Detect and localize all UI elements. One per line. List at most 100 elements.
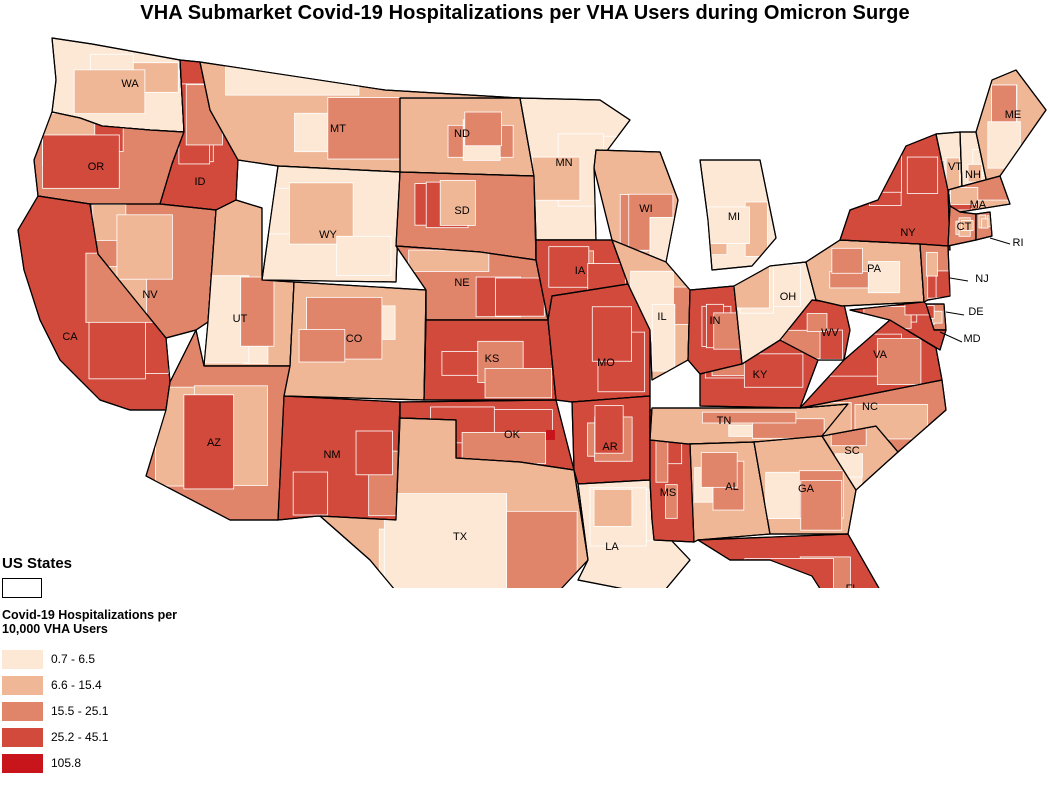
submarket-patch bbox=[981, 218, 989, 229]
state-label: PA bbox=[867, 263, 882, 275]
state-outline bbox=[699, 159, 777, 271]
state-label: AL bbox=[725, 481, 738, 493]
legend-swatch bbox=[2, 649, 43, 669]
submarket-patch bbox=[594, 405, 624, 454]
legend-range-label: 15.5 - 25.1 bbox=[51, 704, 109, 718]
state-label: TX bbox=[453, 531, 468, 543]
submarket-patch bbox=[73, 69, 146, 115]
legend-class-row: 25.2 - 45.1 bbox=[2, 724, 202, 750]
state-label: KY bbox=[753, 369, 768, 381]
state-label: AZ bbox=[207, 437, 221, 449]
state-outline bbox=[753, 435, 857, 535]
submarket-patch bbox=[906, 156, 939, 194]
state-polygons bbox=[17, 37, 1047, 588]
legend-states-heading: US States bbox=[2, 555, 73, 572]
state-label: OK bbox=[504, 429, 521, 441]
submarket-patch bbox=[744, 558, 834, 588]
submarket-patch bbox=[355, 430, 393, 476]
state-label: NJ bbox=[975, 273, 988, 285]
legend-class-row: 105.8 bbox=[2, 750, 202, 776]
submarket-patch bbox=[665, 484, 678, 519]
state-label: MN bbox=[555, 157, 572, 169]
submarket-patch bbox=[288, 182, 354, 245]
state-labels: WA OR CA ID NV MT WY UT AZ CO NM ND SD NE KS OK TX MN IA MO… bbox=[62, 78, 1023, 588]
state-label: KS bbox=[485, 353, 500, 365]
legend-state-outline-swatch bbox=[2, 578, 42, 598]
state-label: MA bbox=[970, 199, 987, 211]
state-label: MS bbox=[660, 487, 677, 499]
submarket-patch bbox=[383, 493, 508, 588]
map-title: VHA Submarket Covid-19 Hospitalizations … bbox=[140, 2, 910, 24]
submarket-patch bbox=[831, 247, 863, 274]
state-label: LA bbox=[605, 541, 619, 553]
state-label: OR bbox=[88, 161, 105, 173]
legend-range-label: 0.7 - 6.5 bbox=[51, 652, 96, 666]
submarket-patch bbox=[464, 111, 503, 147]
submarket-patch bbox=[408, 249, 490, 272]
legend-class-row: 0.7 - 6.5 bbox=[2, 646, 202, 672]
submarket-patch bbox=[225, 64, 360, 96]
submarket-patch bbox=[743, 353, 804, 388]
state-label: NE bbox=[454, 277, 469, 289]
submarket-patch bbox=[495, 277, 545, 317]
submarket-patch bbox=[700, 452, 738, 488]
submarket-patch bbox=[867, 261, 901, 294]
submarket-patch bbox=[336, 235, 392, 276]
state-label: WV bbox=[821, 327, 839, 339]
state-label: WI bbox=[639, 203, 652, 215]
state-label: NM bbox=[323, 449, 340, 461]
state-label: IL bbox=[657, 311, 666, 323]
state-label: WY bbox=[319, 229, 337, 241]
submarket-patch bbox=[240, 276, 275, 347]
state-label: UT bbox=[233, 313, 248, 325]
submarket-patch bbox=[461, 432, 547, 465]
state-outline bbox=[689, 441, 771, 543]
legend-swatch bbox=[2, 675, 43, 695]
state-label: CT bbox=[957, 221, 972, 233]
submarket-patch bbox=[651, 304, 676, 372]
state-outline bbox=[319, 417, 589, 588]
hotspot-submarket bbox=[546, 430, 555, 440]
state-label: CA bbox=[62, 331, 78, 343]
submarket-patch bbox=[842, 138, 902, 193]
submarket-patch bbox=[531, 156, 581, 201]
state-label: VT bbox=[948, 161, 962, 173]
legend-metric-title: Covid-19 Hospitalizations per 10,000 VHA… bbox=[2, 608, 178, 636]
state-label: MO bbox=[597, 357, 615, 369]
submarket-patch bbox=[961, 220, 974, 231]
state-outline bbox=[799, 379, 947, 453]
submarket-patch bbox=[925, 251, 938, 277]
state-label: MD bbox=[963, 333, 980, 345]
submarket-patch bbox=[298, 329, 346, 363]
legend-range-label: 25.2 - 45.1 bbox=[51, 730, 109, 744]
label-leaders bbox=[939, 237, 1011, 343]
state-outline bbox=[89, 203, 217, 339]
submarket-patch bbox=[806, 313, 828, 332]
state-label: NV bbox=[142, 289, 158, 301]
leader-nj bbox=[949, 277, 969, 282]
state-label: VA bbox=[873, 349, 888, 361]
legend-class-row: 15.5 - 25.1 bbox=[2, 698, 202, 724]
submarket-patch bbox=[765, 471, 803, 519]
leader-de bbox=[945, 311, 965, 316]
state-label: WA bbox=[121, 78, 139, 90]
legend-swatch bbox=[2, 701, 43, 721]
submarket-patch bbox=[439, 180, 476, 226]
state-label: ID bbox=[195, 176, 206, 188]
state-label: OH bbox=[780, 291, 797, 303]
legend-swatch bbox=[2, 753, 43, 773]
state-outline bbox=[919, 243, 951, 303]
state-label: TN bbox=[717, 415, 732, 427]
state-label: GA bbox=[798, 483, 815, 495]
state-label: NH bbox=[965, 169, 981, 181]
state-label: DE bbox=[968, 306, 983, 318]
state-label: IA bbox=[575, 265, 586, 277]
submarket-patch bbox=[116, 214, 173, 280]
state-outline bbox=[611, 239, 691, 381]
submarket-patch bbox=[967, 163, 983, 183]
state-outline bbox=[697, 533, 880, 588]
legend-range-label: 6.6 - 15.4 bbox=[51, 678, 102, 692]
state-label: ME bbox=[1005, 109, 1022, 121]
state-label: MI bbox=[728, 211, 740, 223]
state-outline bbox=[261, 165, 401, 283]
